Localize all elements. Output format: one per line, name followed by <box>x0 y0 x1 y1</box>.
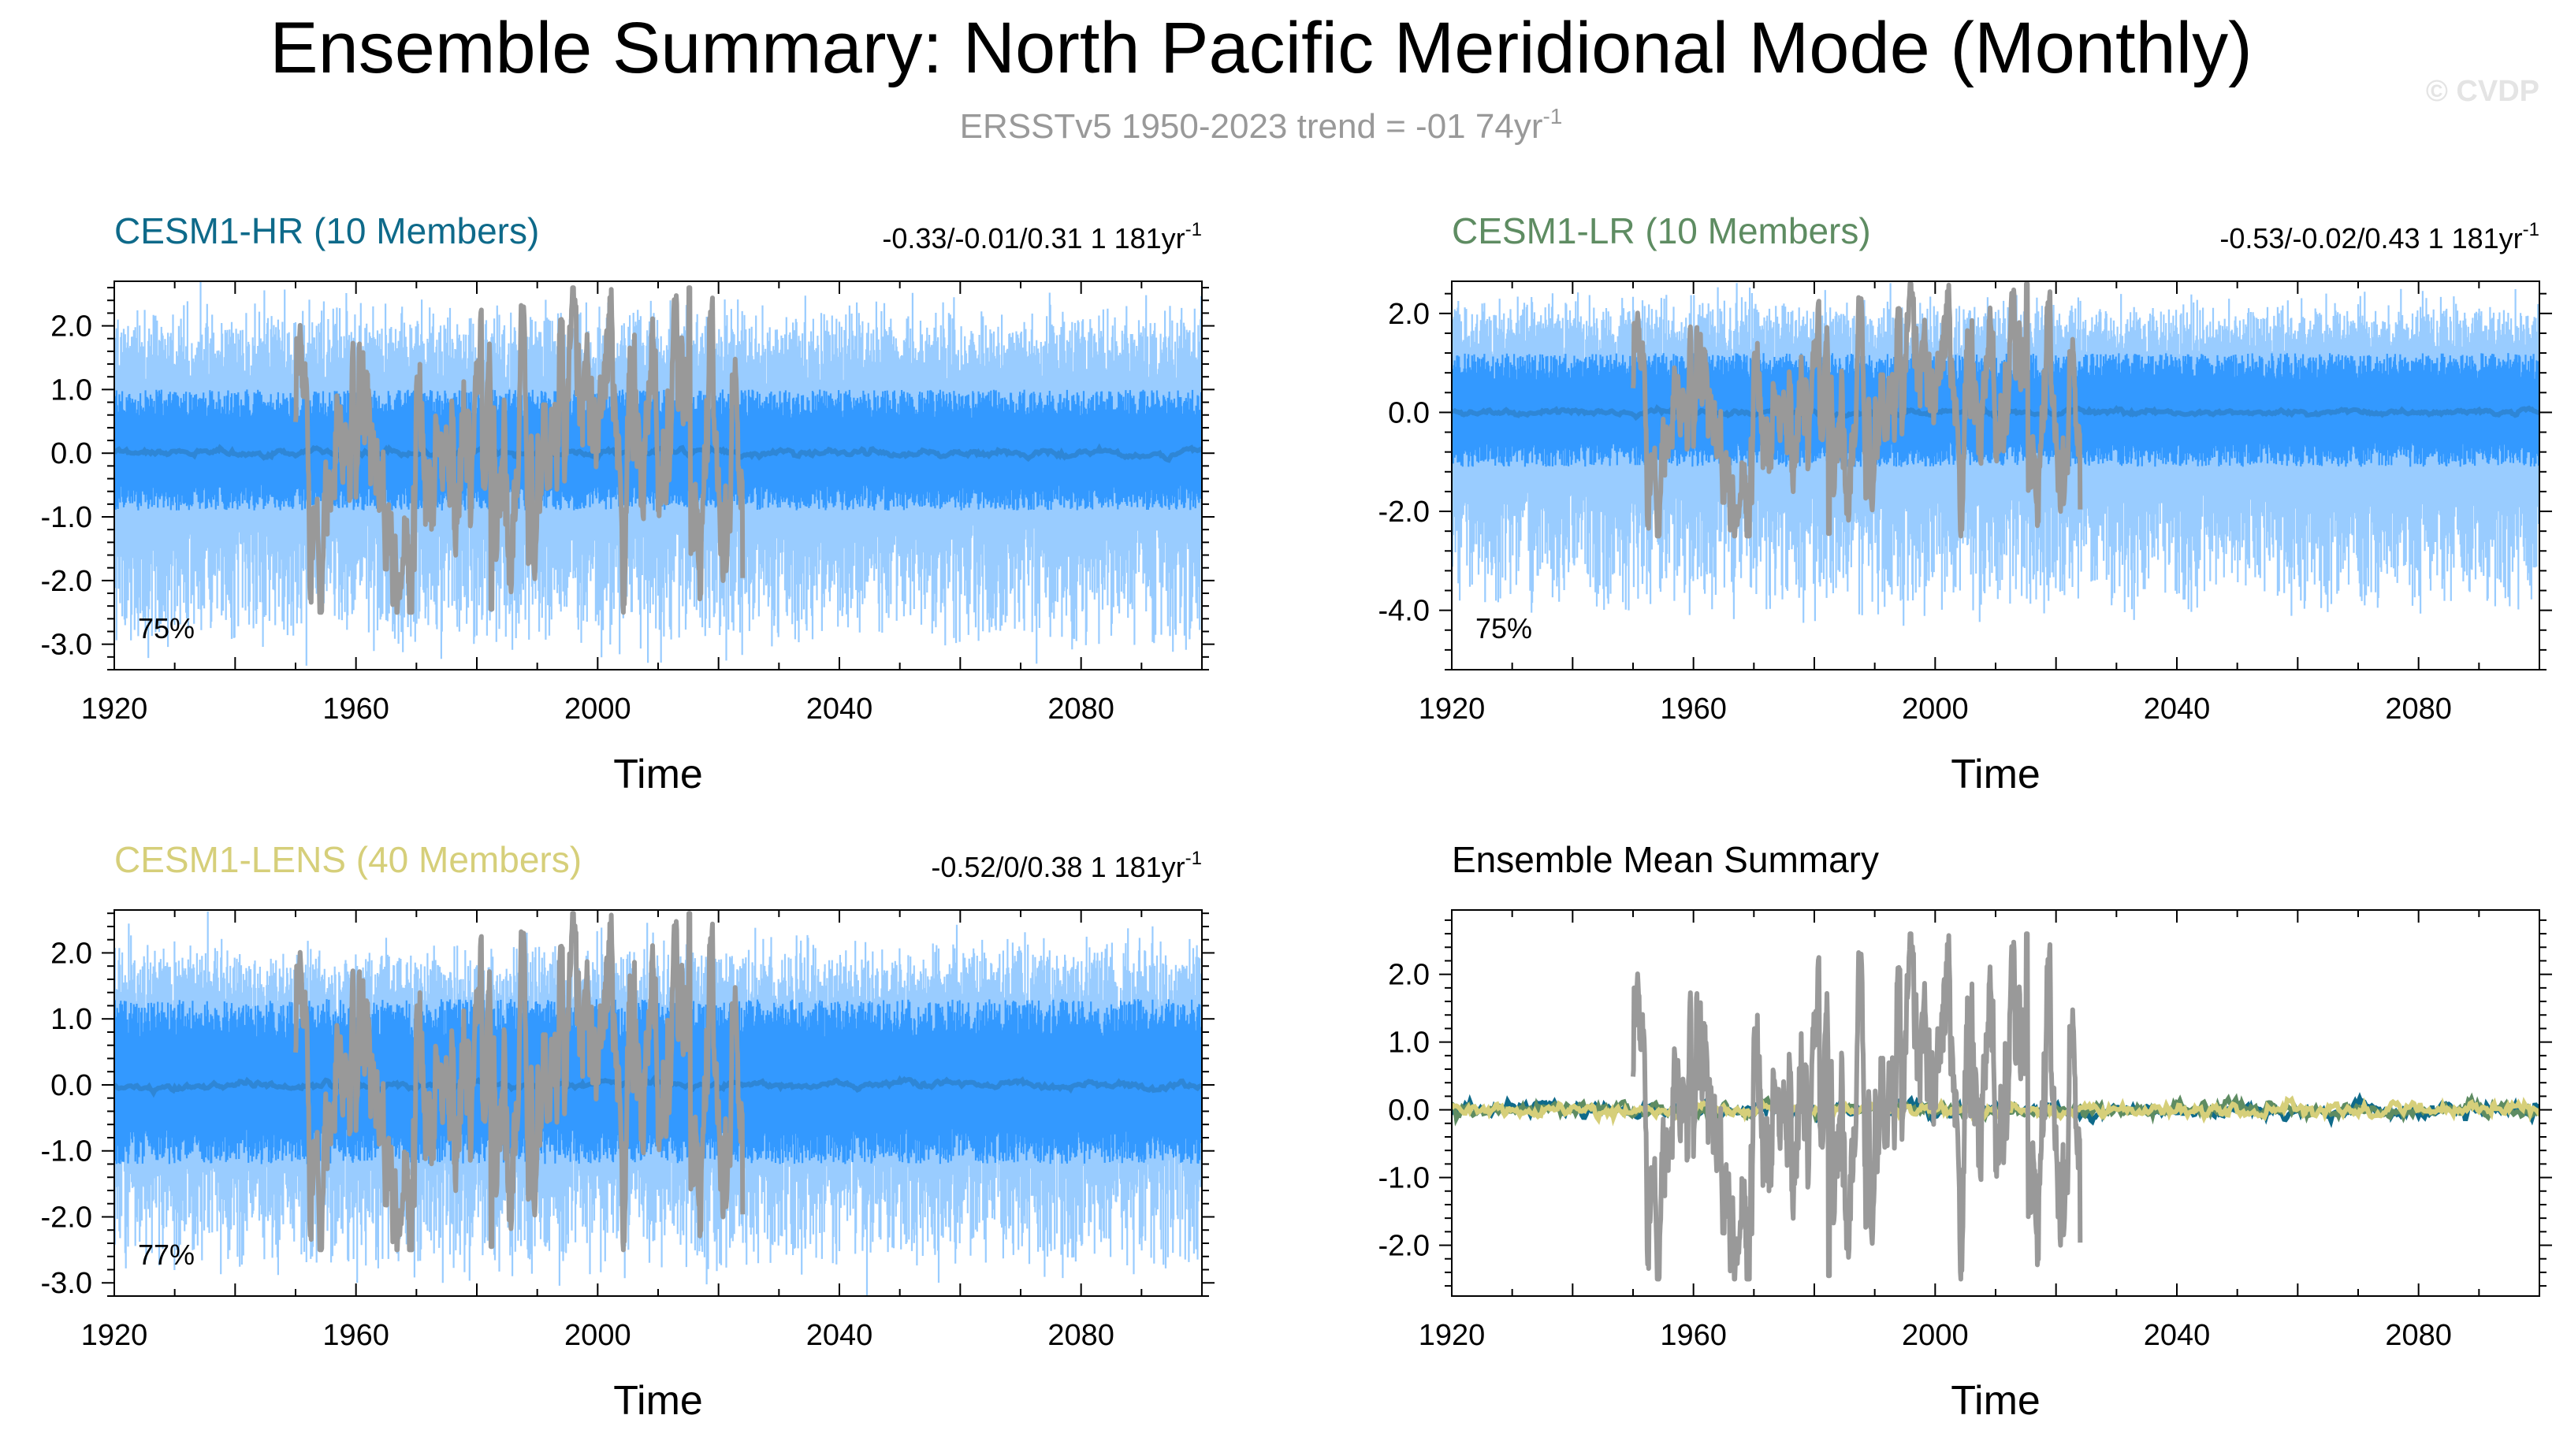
x-axis-label: Time <box>1951 752 2041 797</box>
stats-sup: -1 <box>1185 848 1202 869</box>
y-tick-label: 0.0 <box>50 1069 92 1102</box>
x-tick-label: 1960 <box>322 693 389 726</box>
x-tick-label: 1920 <box>81 693 148 726</box>
panel-stats: -0.52/0/0.38 1 181yr-1 <box>931 848 1202 883</box>
figure-title: Ensemble Summary: North Pacific Meridion… <box>270 8 2253 88</box>
x-tick-label: 2000 <box>564 693 631 726</box>
x-tick-label: 1920 <box>1419 1319 1486 1352</box>
panel-ensemble-mean-summary: 1920 1960 2000 2040 2080 2.0 1.0 0.0 -1.0 -2.0 Tim… <box>1378 839 2552 1424</box>
panels: 1920 1960 2000 2040 2080 2.0 1.0 0.0 -1.0 -2.0 -3.… <box>41 210 2552 1424</box>
panel-cesm1-lens: 1920 1960 2000 2040 2080 2.0 1.0 0.0 -1.0 -2.0 -3.… <box>41 839 1215 1424</box>
x-axis-label: Time <box>1951 1378 2041 1424</box>
panel-stats: -0.53/-0.02/0.43 1 181yr-1 <box>2219 219 2539 254</box>
stats-sup: -1 <box>1185 219 1202 240</box>
observed-line <box>1631 281 2083 539</box>
y-tick-label: 1.0 <box>50 1003 92 1036</box>
y-tick-label: 0.0 <box>1388 1094 1430 1127</box>
y-tick-label: -2.0 <box>41 1201 92 1234</box>
x-tick-label: 2000 <box>1902 693 1969 726</box>
y-tick-label: -3.0 <box>41 1267 92 1300</box>
x-axis-label: Time <box>613 752 703 797</box>
plot-area <box>1452 281 2539 626</box>
x-tick-label: 2040 <box>806 1319 873 1352</box>
y-tick-label: -4.0 <box>1378 595 1430 628</box>
stats-main: -0.52/0/0.38 1 181yr <box>931 851 1185 883</box>
x-tick-label: 2080 <box>2385 693 2452 726</box>
stats-sup: -1 <box>2523 219 2539 240</box>
y-tick-label: -2.0 <box>1378 1230 1430 1263</box>
panel-title: CESM1-LENS (40 Members) <box>114 839 582 880</box>
watermark: © CVDP <box>2426 75 2539 108</box>
panel-stats: -0.33/-0.01/0.31 1 181yr-1 <box>882 219 1202 254</box>
observed-line <box>293 911 746 1253</box>
y-tick-label: -1.0 <box>41 1135 92 1168</box>
panel-cesm1-hr: 1920 1960 2000 2040 2080 2.0 1.0 0.0 -1.0 -2.0 -3.… <box>41 210 1215 797</box>
x-tick-label: 1920 <box>1419 693 1486 726</box>
x-tick-label: 2000 <box>564 1319 631 1352</box>
y-tick-label: 1.0 <box>1388 1027 1430 1060</box>
x-tick-label: 2080 <box>1047 693 1114 726</box>
x-tick-label: 2000 <box>1902 1319 1969 1352</box>
plot-area <box>114 281 1202 666</box>
y-tick-label: 1.0 <box>50 373 92 407</box>
x-tick-label: 1960 <box>1660 693 1727 726</box>
y-tick-label: 0.0 <box>1388 396 1430 429</box>
y-tick-label: -1.0 <box>41 501 92 534</box>
plot-area <box>114 911 1202 1296</box>
x-axis-label: Time <box>613 1378 703 1424</box>
panel-title: Ensemble Mean Summary <box>1452 839 1879 880</box>
plot-area <box>1452 931 2539 1282</box>
percent-label: 77% <box>138 1239 195 1271</box>
observed-line <box>293 285 746 615</box>
x-tick-label: 2040 <box>2144 693 2211 726</box>
y-tick-label: -1.0 <box>1378 1162 1430 1195</box>
y-tick-label: -2.0 <box>1378 496 1430 529</box>
y-tick-label: 2.0 <box>1388 298 1430 331</box>
subtitle-main: ERSSTv5 1950-2023 trend = -01 74yr <box>960 107 1543 146</box>
subtitle-sup: -1 <box>1542 104 1562 128</box>
figure-subtitle: ERSSTv5 1950-2023 trend = -01 74yr-1 <box>960 104 1563 146</box>
panel-title: CESM1-HR (10 Members) <box>114 210 539 251</box>
percent-label: 75% <box>1475 612 1532 644</box>
percent-label: 75% <box>138 612 195 644</box>
stats-main: -0.33/-0.01/0.31 1 181yr <box>882 222 1185 254</box>
y-tick-label: -3.0 <box>41 629 92 662</box>
y-tick-label: 2.0 <box>50 310 92 344</box>
panel-title: CESM1-LR (10 Members) <box>1452 210 1871 251</box>
x-tick-label: 1920 <box>81 1319 148 1352</box>
y-tick-label: 2.0 <box>1388 959 1430 992</box>
observed-line <box>1631 931 2083 1282</box>
x-tick-label: 2080 <box>2385 1319 2452 1352</box>
x-tick-label: 2040 <box>806 693 873 726</box>
stats-main: -0.53/-0.02/0.43 1 181yr <box>2219 222 2522 254</box>
x-tick-label: 2080 <box>1047 1319 1114 1352</box>
y-tick-label: 2.0 <box>50 937 92 970</box>
x-tick-label: 1960 <box>1660 1319 1727 1352</box>
x-tick-label: 1960 <box>322 1319 389 1352</box>
panel-cesm1-lr: 1920 1960 2000 2040 2080 2.0 0.0 -2.0 -4.0 Time CE… <box>1378 210 2552 797</box>
y-tick-label: -2.0 <box>41 565 92 598</box>
y-tick-label: 0.0 <box>50 437 92 470</box>
x-tick-label: 2040 <box>2144 1319 2211 1352</box>
